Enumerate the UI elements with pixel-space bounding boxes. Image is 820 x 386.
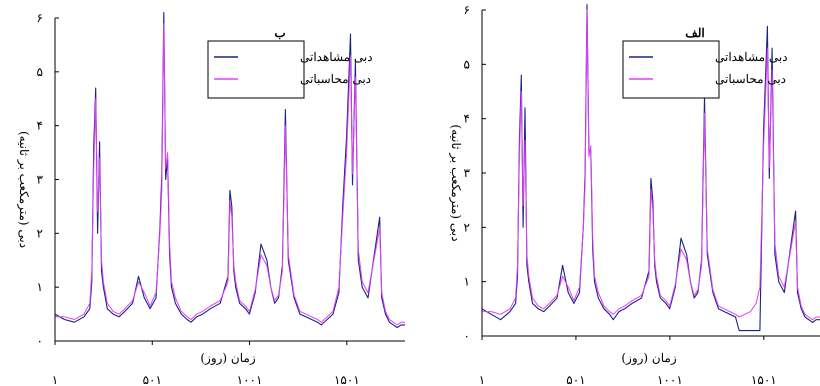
panel-b-title: ب xyxy=(274,26,285,40)
panel-b-series-observed xyxy=(54,12,405,329)
panel-alef-y-axis-title: دبی (مترمکعب بر ثانیه) xyxy=(449,124,463,241)
panel-alef-x-tick-label: ۱ xyxy=(479,373,485,386)
panel-b-y-tick-label: ۶ xyxy=(37,11,43,25)
panel-b-x-tick-label: ۵۰۱ xyxy=(143,373,162,386)
panel-alef-x-tick-label: ۱۵۰۱ xyxy=(751,373,777,386)
panel-b-series-computed xyxy=(55,22,405,326)
panel-alef-legend-box xyxy=(622,40,720,99)
panel-b-x-tick-label: ۱۰۰۱ xyxy=(237,373,263,386)
panel-b-y-tick-label: ۳ xyxy=(37,173,44,187)
panel-b-y-tick-label: ۰ xyxy=(37,334,43,348)
panel-alef-y-tick-label: ۰ xyxy=(464,329,470,343)
panel-alef-x-tick-label: ۱۰۰۱ xyxy=(657,373,683,386)
panel-alef-x-axis-title: زمان (روز) xyxy=(621,351,676,365)
panel-alef-y-tick-label: ۶ xyxy=(464,3,470,17)
panel-alef-legend-label-observed: دبی مشاهداتی xyxy=(715,50,788,64)
panel-b-legend: دبی مشاهداتی دبی محاسباتی xyxy=(207,40,373,99)
panel-b-legend-label-observed: دبی مشاهداتی xyxy=(300,50,373,64)
panel-b-y-tick-label: ۵ xyxy=(37,65,43,79)
panel-alef-x-tick-label: ۵۰۱ xyxy=(566,373,585,386)
panel-alef-y-tick-label: ۲ xyxy=(464,220,470,234)
panel-b-x-tick-label: ۱ xyxy=(52,373,58,386)
panel-alef-series-computed xyxy=(482,9,820,321)
panel-alef-y-tick-label: ۴ xyxy=(464,112,470,126)
panel-b-x-axis-title: زمان (روز) xyxy=(200,351,255,365)
panel-b-y-tick-label: ۲ xyxy=(37,226,43,240)
panel-alef-y-tick-label: ۱ xyxy=(464,275,470,289)
panel-b-y-axis-title: دبی (مترمکعب بر ثانیه) xyxy=(17,131,31,248)
panel-b-x-tick-label: ۱۵۰۱ xyxy=(334,373,360,386)
panel-b-y-tick-label: ۱ xyxy=(37,280,43,294)
panel-alef-y-tick-label: ۵ xyxy=(464,57,470,71)
panel-b-legend-box xyxy=(207,40,305,99)
panel-alef-legend-label-computed: دبی محاسباتی xyxy=(715,72,786,86)
panel-alef-series-observed xyxy=(481,4,820,332)
panel-alef-y-tick-label: ۳ xyxy=(464,166,471,180)
panel-b-legend-label-computed: دبی محاسباتی xyxy=(300,72,371,86)
panel-alef-legend: دبی مشاهداتی دبی محاسباتی xyxy=(622,40,788,99)
panel-b-y-tick-label: ۴ xyxy=(37,119,43,133)
panel-alef-title: الف xyxy=(685,26,704,40)
